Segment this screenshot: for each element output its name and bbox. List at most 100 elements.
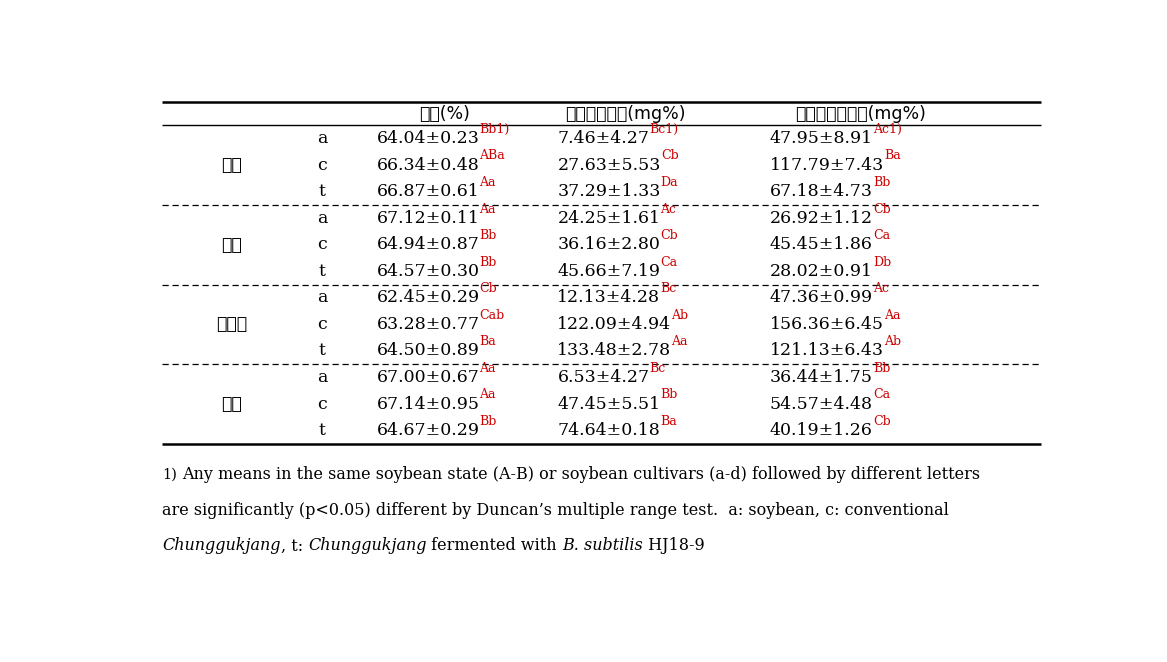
Text: Cab: Cab xyxy=(480,308,505,322)
Text: t: t xyxy=(319,342,326,359)
Text: , t:: , t: xyxy=(280,538,308,554)
Text: 64.94±0.87: 64.94±0.87 xyxy=(377,236,480,254)
Text: Ca: Ca xyxy=(873,389,890,401)
Text: t: t xyxy=(319,183,326,200)
Text: ABa: ABa xyxy=(480,150,505,162)
Text: 156.36±6.45: 156.36±6.45 xyxy=(770,316,883,333)
Text: 6.53±4.27: 6.53±4.27 xyxy=(558,369,650,386)
Text: Bc: Bc xyxy=(661,282,677,295)
Text: Chunggukjang: Chunggukjang xyxy=(308,538,426,554)
Text: 26.92±1.12: 26.92±1.12 xyxy=(770,210,873,227)
Text: 대풍: 대풍 xyxy=(222,236,243,254)
Text: Ac: Ac xyxy=(661,203,677,216)
Text: Cb: Cb xyxy=(661,150,678,162)
Text: Cb: Cb xyxy=(873,415,890,428)
Text: 47.45±5.51: 47.45±5.51 xyxy=(558,396,661,412)
Text: 74.64±0.18: 74.64±0.18 xyxy=(558,422,661,439)
Text: Bb: Bb xyxy=(480,229,497,242)
Text: 67.12±0.11: 67.12±0.11 xyxy=(377,210,480,227)
Text: Bb: Bb xyxy=(480,256,497,269)
Text: 12.13±4.28: 12.13±4.28 xyxy=(558,289,661,307)
Text: 122.09±4.94: 122.09±4.94 xyxy=(558,316,671,333)
Text: 암모니아태질소(mg%): 암모니아태질소(mg%) xyxy=(795,105,925,123)
Text: Db: Db xyxy=(873,256,892,269)
Text: t: t xyxy=(319,263,326,280)
Text: Da: Da xyxy=(661,176,678,189)
Text: Bb: Bb xyxy=(873,176,890,189)
Text: 36.16±2.80: 36.16±2.80 xyxy=(558,236,661,254)
Text: 63.28±0.77: 63.28±0.77 xyxy=(377,316,480,333)
Text: Any means in the same soybean state (A-B) or soybean cultivars (a-d) followed by: Any means in the same soybean state (A-B… xyxy=(182,466,980,483)
Text: Cb: Cb xyxy=(480,282,497,295)
Text: Bc1): Bc1) xyxy=(649,123,678,136)
Text: Aa: Aa xyxy=(883,308,901,322)
Text: a: a xyxy=(317,130,328,147)
Text: Aa: Aa xyxy=(671,336,689,348)
Text: c: c xyxy=(317,236,327,254)
Text: 28.02±0.91: 28.02±0.91 xyxy=(770,263,873,280)
Text: Ca: Ca xyxy=(661,256,678,269)
Text: 54.57±4.48: 54.57±4.48 xyxy=(770,396,873,412)
Text: Bb1): Bb1) xyxy=(480,123,510,136)
Text: 64.67±0.29: 64.67±0.29 xyxy=(377,422,480,439)
Text: fermented with: fermented with xyxy=(426,538,562,554)
Text: 121.13±6.43: 121.13±6.43 xyxy=(770,342,883,359)
Text: Bb: Bb xyxy=(661,389,678,401)
Text: 133.48±2.78: 133.48±2.78 xyxy=(558,342,671,359)
Text: t: t xyxy=(319,422,326,439)
Text: a: a xyxy=(317,289,328,307)
Text: B. subtilis: B. subtilis xyxy=(562,538,643,554)
Text: 47.36±0.99: 47.36±0.99 xyxy=(770,289,873,307)
Text: 24.25±1.61: 24.25±1.61 xyxy=(558,210,661,227)
Text: 64.57±0.30: 64.57±0.30 xyxy=(377,263,480,280)
Text: Chunggukjang: Chunggukjang xyxy=(162,538,280,554)
Text: 67.14±0.95: 67.14±0.95 xyxy=(377,396,480,412)
Text: 67.00±0.67: 67.00±0.67 xyxy=(377,369,480,386)
Text: Aa: Aa xyxy=(480,389,496,401)
Text: are significantly (p<0.05) different by Duncan’s multiple range test.  a: soybea: are significantly (p<0.05) different by … xyxy=(162,502,949,518)
Text: c: c xyxy=(317,396,327,412)
Text: 대원: 대원 xyxy=(222,156,243,174)
Text: 64.50±0.89: 64.50±0.89 xyxy=(377,342,480,359)
Text: 수분(%): 수분(%) xyxy=(419,105,470,123)
Text: Bb: Bb xyxy=(873,362,890,375)
Text: 7.46±4.27: 7.46±4.27 xyxy=(558,130,649,147)
Text: 1): 1) xyxy=(162,467,177,481)
Text: 66.34±0.48: 66.34±0.48 xyxy=(377,157,480,173)
Text: 40.19±1.26: 40.19±1.26 xyxy=(770,422,873,439)
Text: Aa: Aa xyxy=(480,203,496,216)
Text: Cb: Cb xyxy=(661,229,678,242)
Text: c: c xyxy=(317,316,327,333)
Text: Ca: Ca xyxy=(873,229,890,242)
Text: c: c xyxy=(317,157,327,173)
Text: Aa: Aa xyxy=(480,176,496,189)
Text: HJ18-9: HJ18-9 xyxy=(643,538,705,554)
Text: Ac1): Ac1) xyxy=(873,123,902,136)
Text: Cb: Cb xyxy=(873,203,890,216)
Text: a: a xyxy=(317,210,328,227)
Text: 새단백: 새단백 xyxy=(216,315,247,334)
Text: 태광: 태광 xyxy=(222,395,243,413)
Text: Ba: Ba xyxy=(480,336,496,348)
Text: Ab: Ab xyxy=(671,308,689,322)
Text: 117.79±7.43: 117.79±7.43 xyxy=(770,157,885,173)
Text: 66.87±0.61: 66.87±0.61 xyxy=(377,183,480,200)
Text: 36.44±1.75: 36.44±1.75 xyxy=(770,369,873,386)
Text: 47.95±8.91: 47.95±8.91 xyxy=(770,130,873,147)
Text: Ac: Ac xyxy=(873,282,889,295)
Text: Bb: Bb xyxy=(480,415,497,428)
Text: 45.66±7.19: 45.66±7.19 xyxy=(558,263,661,280)
Text: a: a xyxy=(317,369,328,386)
Text: Ba: Ba xyxy=(661,415,677,428)
Text: Aa: Aa xyxy=(480,362,496,375)
Text: Bc: Bc xyxy=(650,362,665,375)
Text: 64.04±0.23: 64.04±0.23 xyxy=(377,130,480,147)
Text: 27.63±5.53: 27.63±5.53 xyxy=(558,157,661,173)
Text: Ba: Ba xyxy=(885,150,901,162)
Text: 62.45±0.29: 62.45±0.29 xyxy=(377,289,480,307)
Text: 45.45±1.86: 45.45±1.86 xyxy=(770,236,873,254)
Text: 67.18±4.73: 67.18±4.73 xyxy=(770,183,873,200)
Text: 아미노태질소(mg%): 아미노태질소(mg%) xyxy=(565,105,685,123)
Text: 37.29±1.33: 37.29±1.33 xyxy=(558,183,661,200)
Text: Ab: Ab xyxy=(883,336,901,348)
